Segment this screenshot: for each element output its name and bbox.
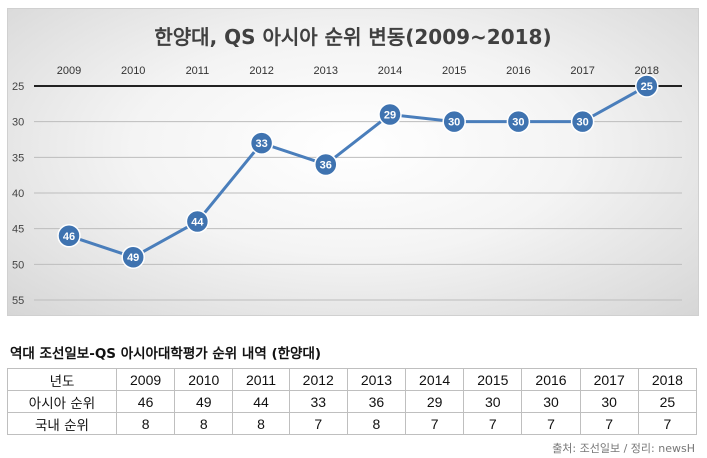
table-cell: 7	[579, 412, 639, 435]
table-row: 국내 순위 8 8 8 7 8 7 7 7 7 7	[7, 412, 698, 435]
chart-title: 한양대, QS 아시아 순위 변동(2009~2018)	[154, 25, 551, 49]
table-cell: 30	[521, 390, 581, 413]
table-row: 아시아 순위 46 49 44 33 36 29 30 30 30 25	[7, 390, 698, 413]
data-point	[121, 245, 145, 269]
row-header-cell: 아시아 순위	[7, 390, 117, 413]
data-label: 25	[641, 81, 653, 93]
data-point	[57, 224, 81, 248]
table-cell: 8	[115, 412, 176, 435]
table-cell: 7	[288, 412, 348, 435]
table-cell: 2012	[288, 368, 348, 391]
table-cell: 2013	[346, 368, 407, 391]
table-cell: 2017	[579, 368, 639, 391]
table-row: 년도 2009 2010 2011 2012 2013 2014 2015 2016 2017 20…	[7, 368, 698, 391]
x-tick-label: 2016	[506, 65, 530, 77]
table-cell: 49	[174, 390, 234, 413]
ranking-table: 년도 2009 2010 2011 2012 2013 2014 2015 2016 2017 20…	[7, 368, 698, 435]
table-cell: 2016	[521, 368, 581, 391]
table-cell: 7	[637, 412, 698, 435]
table-cell: 8	[174, 412, 234, 435]
y-tick-label: 35	[12, 152, 24, 164]
table-cell: 8	[232, 412, 290, 435]
y-tick-label: 25	[12, 81, 24, 93]
table-cell: 7	[521, 412, 581, 435]
table-cell: 46	[115, 390, 176, 413]
data-point	[185, 209, 210, 234]
table-cell: 2009	[115, 368, 176, 391]
data-point	[635, 74, 659, 98]
series-line	[68, 84, 648, 259]
table-cell: 29	[405, 390, 465, 413]
x-tick-label: 2011	[186, 65, 210, 77]
x-tick-label: 2009	[57, 65, 81, 77]
line-chart: 한양대, QS 아시아 순위 변동(2009~2018) 25 30 35 40 45 5…	[12, 25, 682, 307]
data-label: 36	[320, 159, 332, 171]
data-label: 44	[191, 217, 204, 229]
data-point	[314, 152, 338, 177]
data-point	[506, 109, 531, 134]
data-label: 49	[127, 252, 139, 264]
table-cell: 44	[232, 390, 290, 413]
table-title: 역대 조선일보-QS 아시아대학평가 순위 내역 (한양대)	[10, 346, 322, 362]
x-tick-label: 2015	[442, 65, 466, 77]
data-label: 30	[576, 117, 588, 129]
y-tick-label: 30	[12, 117, 24, 129]
table-cell: 2015	[463, 368, 523, 391]
x-tick-label: 2012	[249, 65, 273, 77]
data-point	[249, 131, 274, 155]
x-tick-label: 2013	[314, 65, 338, 77]
y-tick-label: 50	[12, 259, 24, 271]
data-point	[378, 102, 402, 127]
row-header-cell: 년도	[7, 368, 117, 391]
table-cell: 2011	[232, 368, 290, 391]
table-cell: 30	[463, 390, 523, 413]
x-tick-label: 2010	[121, 65, 145, 77]
y-tick-label: 55	[12, 295, 24, 307]
table-cell: 8	[346, 412, 407, 435]
x-tick-label: 2014	[378, 65, 402, 77]
source-credit: 출처: 조선일보 / 정리: newsH	[552, 442, 695, 455]
table-cell: 7	[405, 412, 465, 435]
table-cell: 36	[346, 390, 407, 413]
x-tick-label: 2018	[635, 65, 659, 77]
data-label: 46	[63, 231, 75, 243]
table-cell: 2014	[405, 368, 465, 391]
x-tick-label: 2017	[570, 65, 594, 77]
data-point	[570, 109, 595, 134]
data-point	[442, 109, 466, 134]
data-label: 29	[384, 110, 396, 122]
data-label: 33	[255, 138, 267, 150]
y-tick-label: 45	[12, 224, 24, 236]
table-cell: 33	[288, 390, 348, 413]
data-label: 30	[448, 117, 460, 129]
table-cell: 2018	[637, 368, 698, 391]
table-cell: 30	[579, 390, 639, 413]
table-cell: 2010	[174, 368, 234, 391]
table-cell: 25	[637, 390, 698, 413]
table-cell: 7	[463, 412, 523, 435]
data-label: 30	[512, 117, 524, 129]
row-header-cell: 국내 순위	[7, 412, 117, 435]
y-tick-label: 40	[12, 188, 24, 200]
